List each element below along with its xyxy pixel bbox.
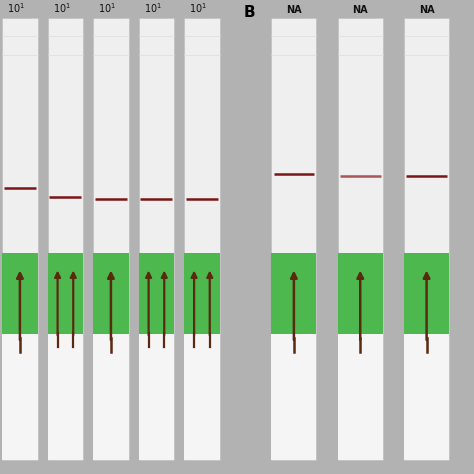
Text: $10^1$: $10^1$	[7, 1, 25, 15]
Bar	[337, 334, 383, 460]
Bar	[271, 253, 316, 334]
Bar	[138, 334, 174, 460]
Bar	[138, 253, 174, 334]
Bar	[404, 18, 449, 460]
Bar	[404, 253, 449, 334]
Bar	[47, 334, 83, 460]
Text: B: B	[244, 5, 256, 20]
Bar	[184, 253, 219, 334]
Bar	[93, 18, 128, 460]
Text: $10^1$: $10^1$	[144, 1, 162, 15]
Bar	[337, 253, 383, 334]
Text: NA: NA	[419, 5, 434, 15]
Bar	[93, 253, 128, 334]
Text: $10^1$: $10^1$	[189, 1, 207, 15]
Bar	[123, 18, 128, 460]
Bar	[404, 334, 449, 460]
Text: $10^1$: $10^1$	[53, 1, 71, 15]
Bar	[2, 18, 38, 460]
Bar	[2, 334, 38, 460]
Bar	[310, 18, 316, 460]
Bar	[32, 18, 38, 460]
Text: NA: NA	[353, 5, 368, 15]
Bar	[47, 253, 83, 334]
Text: $10^1$: $10^1$	[98, 1, 116, 15]
Bar	[138, 18, 174, 460]
Bar	[214, 18, 219, 460]
Bar	[184, 18, 219, 460]
Bar	[271, 334, 316, 460]
Bar	[184, 334, 219, 460]
Bar	[442, 18, 449, 460]
Bar	[2, 253, 38, 334]
Bar	[271, 18, 316, 460]
Bar	[337, 18, 383, 460]
Bar	[78, 18, 83, 460]
Bar	[169, 18, 174, 460]
Bar	[376, 18, 383, 460]
Bar	[93, 334, 128, 460]
Bar	[47, 18, 83, 460]
Text: NA: NA	[286, 5, 301, 15]
